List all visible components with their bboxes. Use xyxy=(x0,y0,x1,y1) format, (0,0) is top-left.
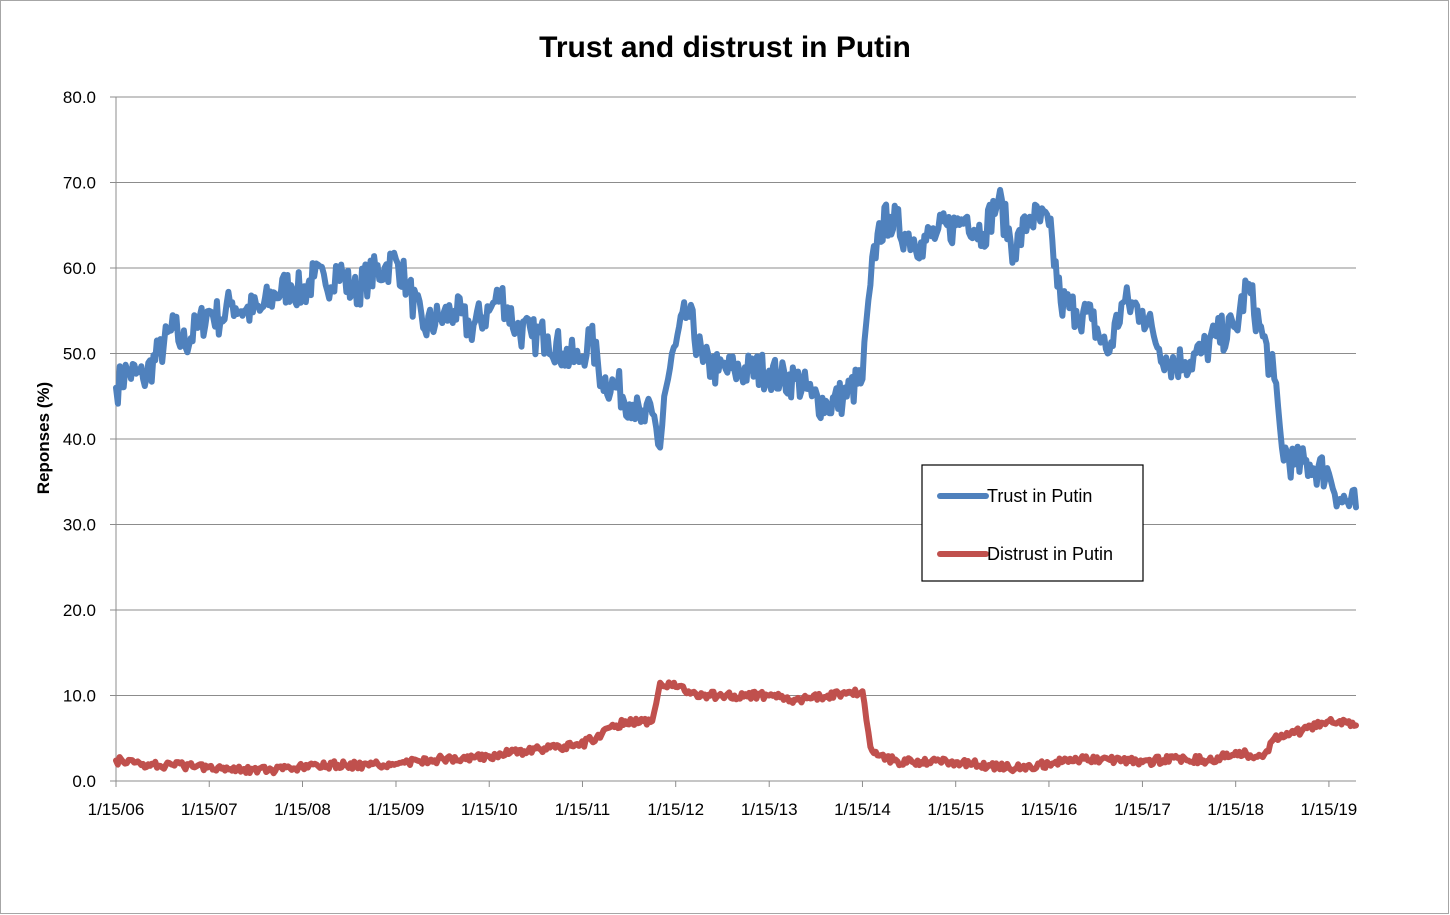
x-tick-label: 1/15/14 xyxy=(834,800,891,819)
y-tick-label: 10.0 xyxy=(63,687,96,706)
x-tick-label: 1/15/13 xyxy=(741,800,798,819)
axes xyxy=(110,96,1356,787)
x-tick-label: 1/15/15 xyxy=(927,800,984,819)
y-tick-label: 40.0 xyxy=(63,430,96,449)
y-axis-title: Reponses (%) xyxy=(34,382,53,494)
legend-label-trust: Trust in Putin xyxy=(987,486,1092,506)
x-tick-label: 1/15/09 xyxy=(368,800,425,819)
y-tick-label: 70.0 xyxy=(63,174,96,193)
x-tick-label: 1/15/17 xyxy=(1114,800,1171,819)
x-tick-label: 1/15/10 xyxy=(461,800,518,819)
grid-lines xyxy=(116,96,1356,696)
series-line-trust xyxy=(113,186,1359,511)
series-lines xyxy=(113,186,1359,777)
y-tick-label: 80.0 xyxy=(63,88,96,107)
x-tick-label: 1/15/11 xyxy=(555,800,610,819)
legend-label-distrust: Distrust in Putin xyxy=(987,544,1113,564)
x-tick-label: 1/15/18 xyxy=(1207,800,1264,819)
series-line-distrust xyxy=(113,679,1359,777)
chart-title: Trust and distrust in Putin xyxy=(539,31,911,64)
x-tick-labels: 1/15/06 1/15/07 1/15/08 1/15/09 1/15/10 1/15/… xyxy=(88,800,1358,819)
x-tick-label: 1/15/06 xyxy=(88,800,145,819)
y-tick-label: 60.0 xyxy=(63,259,96,278)
y-tick-label: 0.0 xyxy=(72,772,96,791)
x-tick-label: 1/15/12 xyxy=(647,800,704,819)
x-tick-label: 1/15/07 xyxy=(181,800,238,819)
y-tick-label: 30.0 xyxy=(63,516,96,535)
x-tick-label: 1/15/16 xyxy=(1021,800,1078,819)
legend: Trust in Putin Distrust in Putin xyxy=(921,464,1144,582)
x-tick-label: 1/15/19 xyxy=(1301,800,1358,819)
y-tick-label: 20.0 xyxy=(63,601,96,620)
y-tick-label: 50.0 xyxy=(63,345,96,364)
legend-box xyxy=(921,464,1144,582)
x-tick-label: 1/15/08 xyxy=(274,800,331,819)
y-tick-labels: 0.0 10.0 20.0 30.0 40.0 50.0 60.0 70.0 80.0 xyxy=(63,88,96,791)
